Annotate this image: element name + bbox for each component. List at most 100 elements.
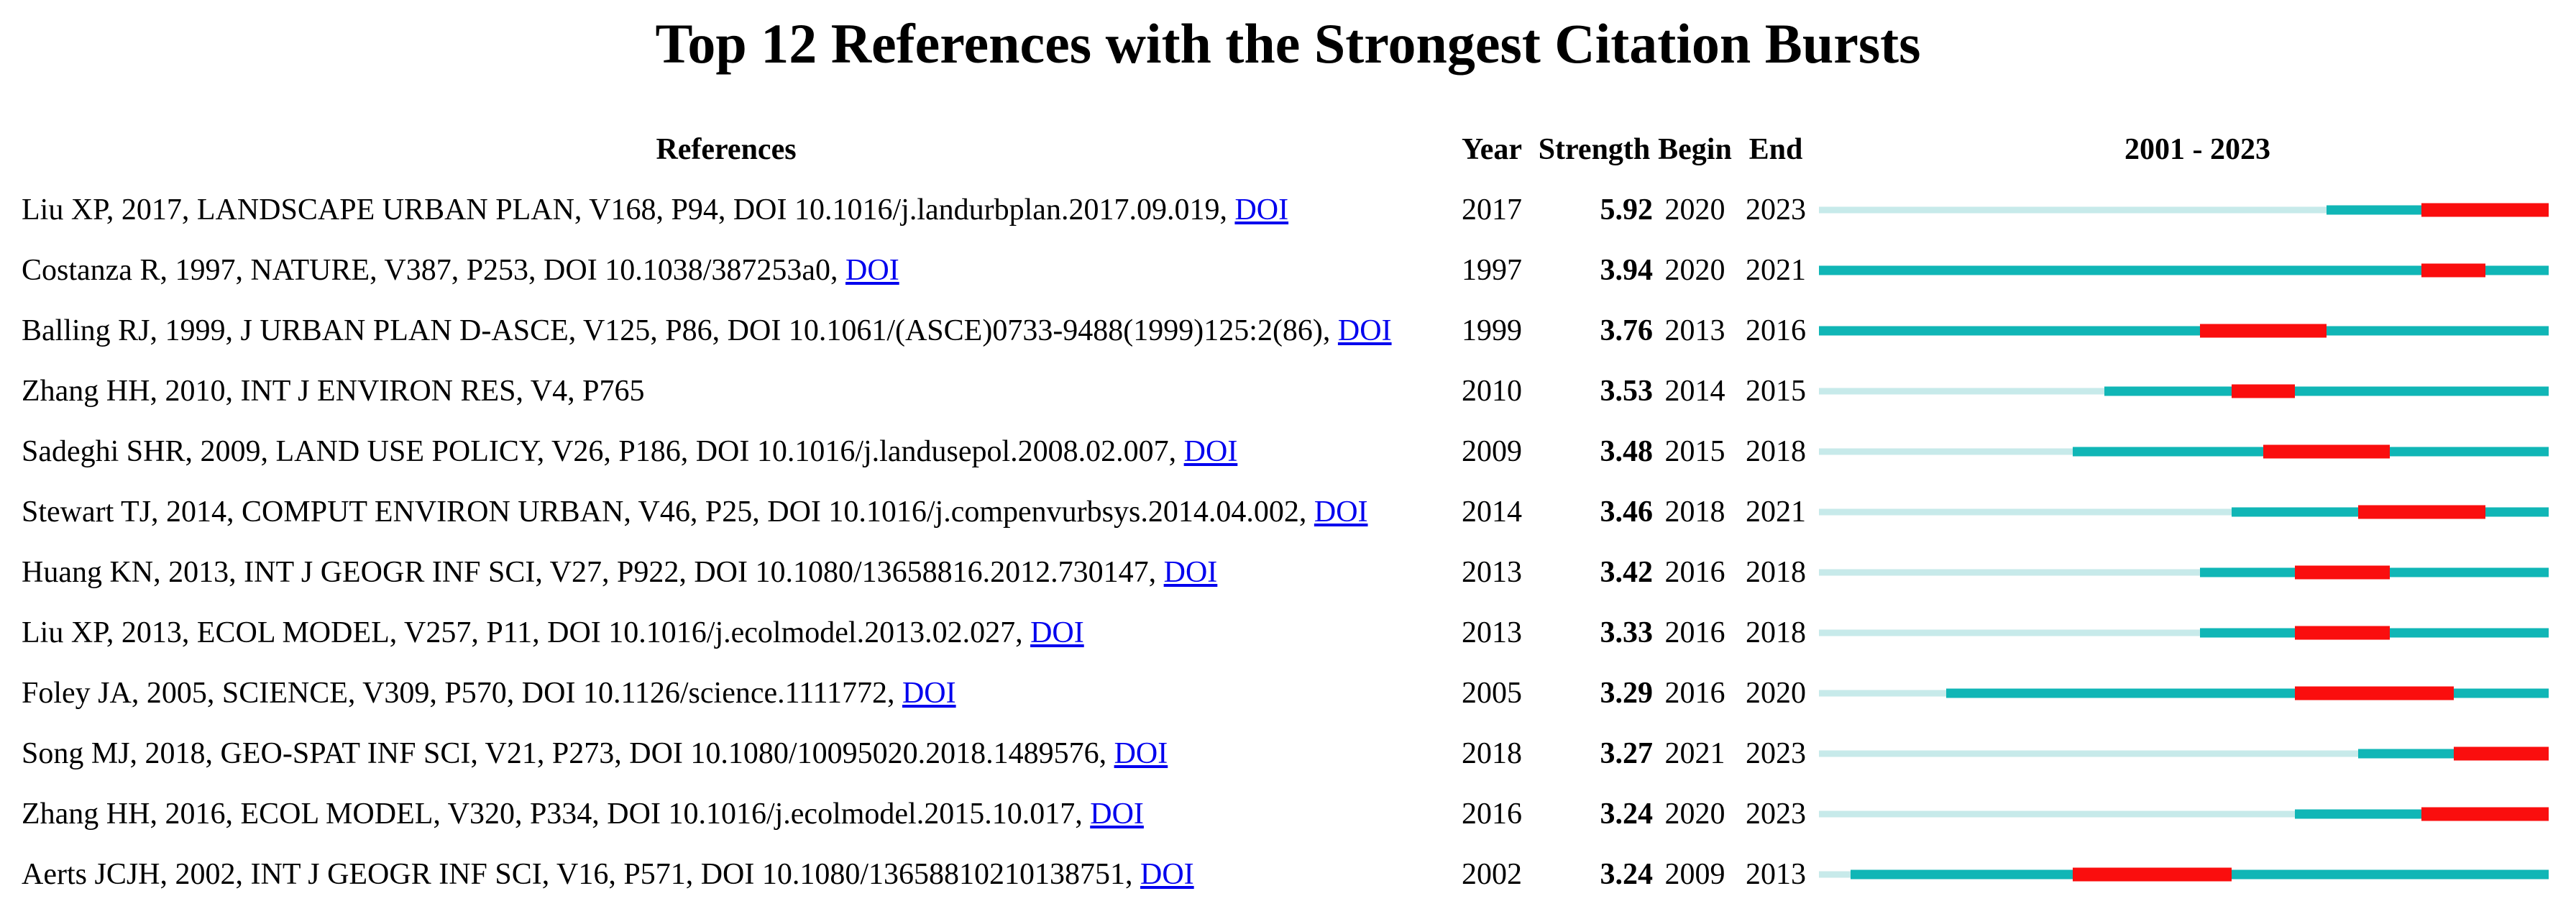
pre-publication-segment	[1819, 871, 1851, 878]
header-timeline-range: 2001 - 2023	[2124, 133, 2270, 166]
reference-cell: Stewart TJ, 2014, COMPUT ENVIRON URBAN, …	[0, 495, 1452, 529]
burst-segment	[2421, 203, 2549, 217]
pre-publication-segment	[1819, 750, 2359, 757]
table-row: Song MJ, 2018, GEO-SPAT INF SCI, V21, P2…	[0, 723, 2576, 784]
post-burst-segment	[2231, 869, 2549, 880]
doi-link[interactable]: DOI	[1337, 314, 1392, 347]
table-body: Liu XP, 2017, LANDSCAPE URBAN PLAN, V168…	[0, 180, 2576, 905]
publication-year: 2014	[1462, 495, 1522, 529]
publication-year: 2002	[1462, 858, 1522, 891]
doi-link[interactable]: DOI	[1314, 495, 1368, 529]
table-header: References Year Strength Begin End 2001 …	[0, 119, 2576, 180]
reference-cell: Foley JA, 2005, SCIENCE, V309, P570, DOI…	[0, 676, 1452, 711]
burst-strength: 3.94	[1600, 254, 1654, 287]
table-row: Zhang HH, 2016, ECOL MODEL, V320, P334, …	[0, 784, 2576, 844]
doi-link[interactable]: DOI	[1090, 798, 1144, 831]
post-burst-segment	[2485, 507, 2549, 517]
reference-text: Huang KN, 2013, INT J GEOGR INF SCI, V27…	[22, 556, 1157, 589]
pre-burst-segment	[2199, 628, 2295, 638]
reference-cell: Zhang HH, 2016, ECOL MODEL, V320, P334, …	[0, 797, 1452, 831]
doi-link[interactable]: DOI	[1163, 556, 1218, 589]
pre-burst-segment	[2231, 507, 2359, 517]
table-row: Foley JA, 2005, SCIENCE, V309, P570, DOI…	[0, 663, 2576, 723]
publication-year: 2009	[1462, 435, 1522, 468]
burst-timeline-bar	[1819, 844, 2576, 905]
burst-segment	[2231, 384, 2295, 398]
doi-link[interactable]: DOI	[1140, 858, 1194, 891]
burst-begin-year: 2020	[1664, 254, 1725, 287]
doi-link[interactable]: DOI	[1183, 435, 1238, 468]
burst-begin-year: 2020	[1664, 798, 1725, 831]
pre-burst-segment	[1945, 688, 2295, 698]
burst-begin-year: 2016	[1664, 616, 1725, 649]
reference-text: Song MJ, 2018, GEO-SPAT INF SCI, V21, P2…	[22, 737, 1107, 770]
doi-link[interactable]: DOI	[902, 677, 956, 710]
burst-segment	[2294, 565, 2391, 580]
burst-end-year: 2023	[1746, 798, 1806, 831]
burst-segment	[2421, 263, 2485, 278]
table-row: Huang KN, 2013, INT J GEOGR INF SCI, V27…	[0, 542, 2576, 603]
burst-begin-year: 2021	[1664, 737, 1725, 770]
burst-strength: 3.33	[1600, 616, 1654, 649]
publication-year: 1999	[1462, 314, 1522, 347]
reference-text: Sadeghi SHR, 2009, LAND USE POLICY, V26,…	[22, 435, 1177, 468]
reference-cell: Sadeghi SHR, 2009, LAND USE POLICY, V26,…	[0, 434, 1452, 469]
doi-link[interactable]: DOI	[1234, 193, 1289, 227]
burst-timeline-bar	[1819, 482, 2576, 542]
header-end: End	[1748, 133, 1803, 166]
pre-burst-segment	[1819, 265, 2422, 275]
table-row: Aerts JCJH, 2002, INT J GEOGR INF SCI, V…	[0, 844, 2576, 905]
table-row: Costanza R, 1997, NATURE, V387, P253, DO…	[0, 240, 2576, 301]
burst-segment	[2358, 505, 2485, 519]
burst-strength: 3.29	[1600, 677, 1654, 710]
pre-publication-segment	[1819, 508, 2232, 516]
post-burst-segment	[2485, 265, 2549, 275]
burst-begin-year: 2009	[1664, 858, 1725, 891]
reference-cell: Liu XP, 2017, LANDSCAPE URBAN PLAN, V168…	[0, 193, 1452, 227]
table-row: Zhang HH, 2010, INT J ENVIRON RES, V4, P…	[0, 361, 2576, 421]
doi-link[interactable]: DOI	[845, 254, 899, 287]
burst-end-year: 2018	[1746, 556, 1806, 589]
burst-begin-year: 2020	[1664, 193, 1725, 227]
reference-text: Zhang HH, 2010, INT J ENVIRON RES, V4, P…	[22, 375, 645, 408]
reference-cell: Huang KN, 2013, INT J GEOGR INF SCI, V27…	[0, 555, 1452, 590]
pre-publication-segment	[1819, 206, 2327, 214]
burst-begin-year: 2016	[1664, 677, 1725, 710]
burst-timeline-bar	[1819, 784, 2576, 844]
reference-text: Costanza R, 1997, NATURE, V387, P253, DO…	[22, 254, 838, 287]
publication-year: 2013	[1462, 616, 1522, 649]
burst-strength: 3.48	[1600, 435, 1654, 468]
pre-publication-segment	[1819, 388, 2105, 395]
reference-cell: Song MJ, 2018, GEO-SPAT INF SCI, V21, P2…	[0, 736, 1452, 771]
header-begin: Begin	[1658, 133, 1732, 166]
post-burst-segment	[2453, 688, 2549, 698]
burst-segment	[2453, 746, 2549, 761]
pre-burst-segment	[1819, 326, 2200, 336]
post-burst-segment	[2390, 628, 2549, 638]
post-burst-segment	[2390, 567, 2549, 577]
publication-year: 2010	[1462, 375, 1522, 408]
burst-end-year: 2023	[1746, 737, 1806, 770]
doi-link[interactable]: DOI	[1114, 737, 1168, 770]
header-year: Year	[1462, 133, 1522, 166]
burst-timeline-bar	[1819, 603, 2576, 663]
burst-segment	[2421, 807, 2549, 821]
header-strength: Strength	[1538, 133, 1651, 166]
table-row: Stewart TJ, 2014, COMPUT ENVIRON URBAN, …	[0, 482, 2576, 542]
pre-burst-segment	[2294, 809, 2422, 819]
pre-burst-segment	[2327, 205, 2422, 215]
reference-text: Foley JA, 2005, SCIENCE, V309, P570, DOI…	[22, 677, 895, 710]
burst-timeline-bar	[1819, 663, 2576, 723]
reference-text: Aerts JCJH, 2002, INT J GEOGR INF SCI, V…	[22, 858, 1133, 891]
burst-end-year: 2013	[1746, 858, 1806, 891]
publication-year: 2017	[1462, 193, 1522, 227]
pre-publication-segment	[1819, 448, 2073, 455]
burst-end-year: 2016	[1746, 314, 1806, 347]
burst-timeline-bar	[1819, 361, 2576, 421]
post-burst-segment	[2390, 447, 2549, 457]
doi-link[interactable]: DOI	[1030, 616, 1084, 649]
pre-publication-segment	[1819, 690, 1946, 697]
burst-segment	[2263, 444, 2391, 459]
burst-segment	[2199, 324, 2327, 338]
pre-burst-segment	[2358, 749, 2454, 759]
